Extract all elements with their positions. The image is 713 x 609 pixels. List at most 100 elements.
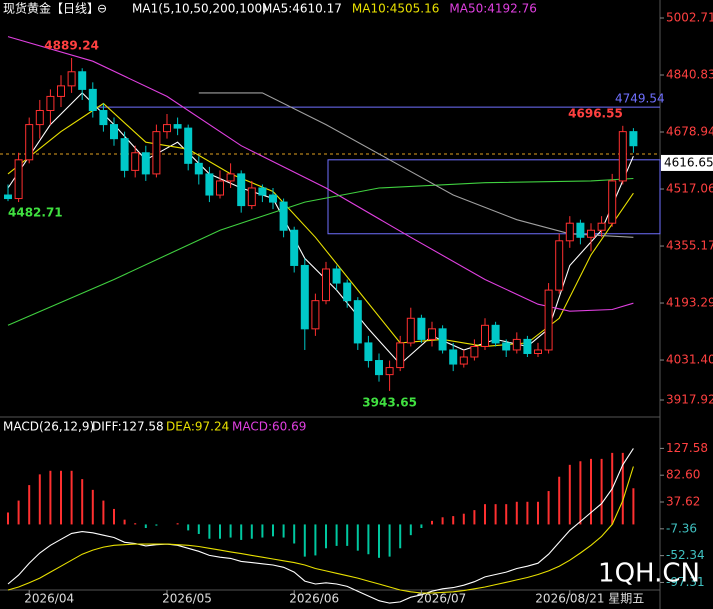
candle-body <box>216 180 224 196</box>
candle-body <box>322 268 330 302</box>
ma-line <box>7 102 634 347</box>
candle-body <box>141 152 150 175</box>
candle-body <box>205 173 214 196</box>
candle-body <box>25 124 34 161</box>
candle-body <box>428 328 436 340</box>
candle-body <box>247 187 256 207</box>
ma-line <box>7 92 634 365</box>
y-tick-label: 4355.17 <box>666 239 713 253</box>
candle-body <box>512 338 521 351</box>
ma-line <box>7 177 634 326</box>
candle-body <box>375 360 383 376</box>
candle-body <box>131 152 140 171</box>
candle-body <box>544 289 553 351</box>
ma-label: MA5:4610.17 <box>262 2 342 16</box>
candle-body <box>46 95 55 112</box>
y-tick-label: 4840.83 <box>666 68 713 82</box>
y-tick-label: 4031.40 <box>666 353 713 367</box>
watermark: 1QH.CN <box>598 559 700 589</box>
candle-body <box>629 131 638 147</box>
candle-body <box>555 240 564 291</box>
candle-body <box>608 180 617 224</box>
candle-body <box>449 349 458 365</box>
y2-tick-label: 82.60 <box>666 468 700 482</box>
ma-line <box>198 92 634 238</box>
candle-body <box>396 342 405 369</box>
y2-tick-label: -52.34 <box>666 548 705 562</box>
x-tick-label: 2026/08/21 星期五 <box>535 592 644 606</box>
candle-body <box>587 229 595 238</box>
diff-label: DIFF:127.58 <box>92 420 164 434</box>
candle-body <box>152 131 161 175</box>
candle-body <box>523 338 532 354</box>
candle-body <box>279 201 288 231</box>
diff-line <box>7 448 634 604</box>
candle-body <box>502 342 511 351</box>
candle-body <box>406 317 415 344</box>
candle-body <box>88 88 97 112</box>
y-tick-label: 4193.29 <box>666 296 713 310</box>
y2-tick-label: 127.58 <box>666 441 708 455</box>
candle-body <box>78 71 87 90</box>
y-tick-label: 4517.06 <box>666 182 713 196</box>
candle-body <box>417 317 426 340</box>
annotation: 4889.24 <box>44 38 99 52</box>
candle-body <box>237 173 246 207</box>
dea-line <box>7 466 634 594</box>
ma-header: MA1(5,10,50,200,100) <box>132 2 267 16</box>
candle-body <box>534 349 542 354</box>
candle-body <box>184 127 193 164</box>
candle-body <box>99 110 108 126</box>
y2-tick-label: 37.62 <box>666 495 700 509</box>
candle-body <box>300 264 309 330</box>
candle-body <box>14 159 23 200</box>
dea-label: DEA:97.24 <box>166 420 229 434</box>
candle-body <box>173 124 182 129</box>
x-tick-label: 2026/04 <box>24 592 74 606</box>
last-price-label: 4616.65 <box>664 155 713 169</box>
resistance-label: 4749.54 <box>615 92 665 106</box>
candle-body <box>618 131 627 182</box>
title-icon[interactable]: ⊖ <box>97 2 107 16</box>
candle-body <box>311 300 320 330</box>
candle-body <box>67 71 76 87</box>
candle-body <box>438 328 447 351</box>
candle-body <box>385 367 394 376</box>
y2-tick-label: -97.31 <box>666 575 705 589</box>
range-box <box>327 159 661 235</box>
candle-body <box>290 229 299 266</box>
annotation: 4482.71 <box>8 206 63 220</box>
x-tick-label: 2026/06 <box>289 592 339 606</box>
candle-body <box>576 222 585 238</box>
annotation: 3943.65 <box>362 395 417 409</box>
candle-body <box>364 342 373 362</box>
y-tick-label: 3917.92 <box>666 393 713 407</box>
candle-body <box>110 124 118 140</box>
y2-tick-label: -7.36 <box>666 521 697 535</box>
macd-label: MACD:60.69 <box>232 420 306 434</box>
annotation: 4696.55 <box>568 106 623 120</box>
candle-body <box>194 162 203 175</box>
candle-body <box>226 173 235 182</box>
candle-body <box>120 138 129 171</box>
last-price-box <box>661 154 713 171</box>
candle-body <box>163 124 171 133</box>
macd-header: MACD(26,12,9) <box>3 420 94 434</box>
y-tick-label: 4678.94 <box>666 125 713 139</box>
candle-body <box>353 300 362 344</box>
candle-body <box>491 324 500 344</box>
x-tick-label: 2026/07 <box>416 592 466 606</box>
candle-body <box>597 222 606 231</box>
candle-body <box>481 324 489 347</box>
candle-body <box>343 282 352 302</box>
candle-body <box>269 194 277 203</box>
ma-line <box>7 36 634 312</box>
candle-body <box>332 268 341 284</box>
y-tick-label: 5002.71 <box>666 11 713 25</box>
candle-body <box>35 110 44 126</box>
candle-body <box>258 187 267 196</box>
candle-body <box>565 222 574 242</box>
candle-body <box>57 85 65 97</box>
candle-body <box>4 194 12 200</box>
